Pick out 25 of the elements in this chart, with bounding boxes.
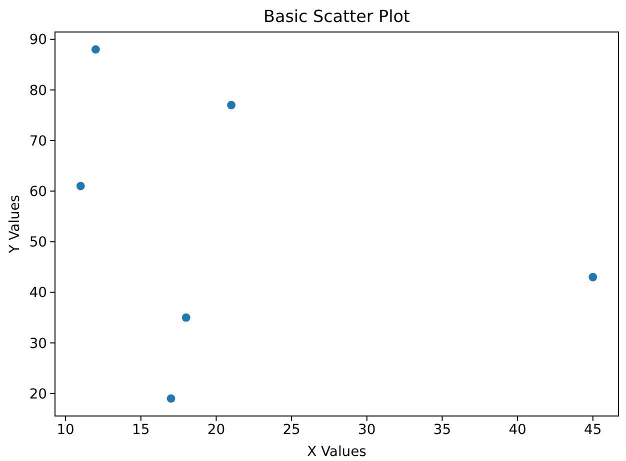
point — [227, 100, 236, 110]
y-tick-label: 90 — [29, 32, 47, 48]
y-tick-label: 60 — [29, 184, 47, 200]
x-tick-label: 45 — [584, 422, 602, 438]
point — [588, 272, 598, 282]
y-tick-label: 70 — [29, 133, 47, 150]
x-tick-label: 20 — [207, 422, 226, 438]
y-tick-label: 40 — [29, 285, 47, 302]
y-tick-label: 20 — [29, 386, 47, 402]
y-tick-label: 50 — [29, 234, 47, 251]
point — [76, 182, 85, 190]
x-axis-title: X Values — [307, 444, 366, 460]
x-tick-label: 10 — [56, 422, 74, 438]
chart-title: Basic Scatter Plot — [264, 6, 410, 26]
y-axis-title: Y Values — [7, 194, 23, 254]
point — [91, 45, 100, 54]
x-tick-label: 25 — [282, 422, 300, 438]
y-tick-label: 30 — [29, 336, 47, 352]
x-tick-label: 15 — [132, 422, 150, 438]
x-tick-label: 35 — [433, 422, 452, 438]
x-tick-label: 40 — [508, 422, 526, 438]
y-tick-label: 80 — [29, 82, 47, 99]
point — [182, 313, 190, 322]
x-tick-label: 30 — [358, 422, 376, 438]
point — [166, 394, 176, 403]
